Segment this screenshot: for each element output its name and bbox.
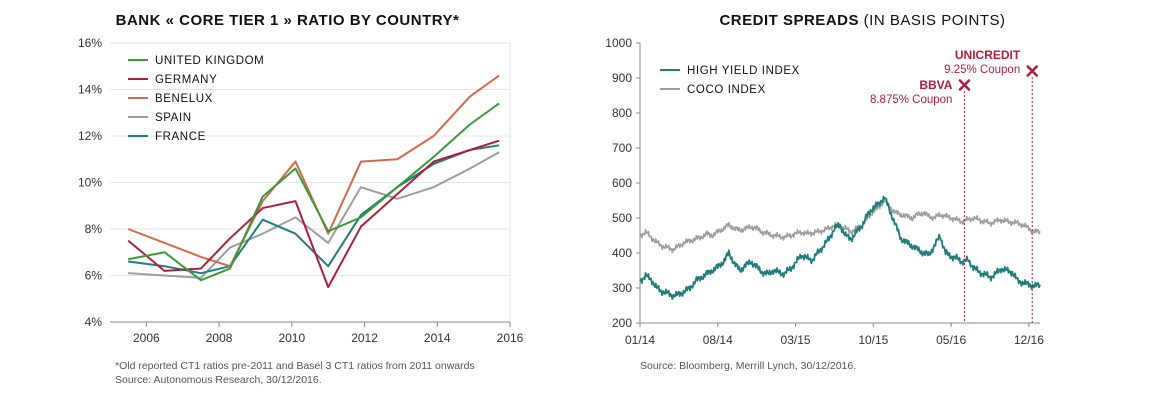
legend-label-high_yield: HIGH YIELD INDEX — [687, 65, 800, 77]
y-tick-label: 10% — [78, 176, 102, 190]
series-line-high-yield — [639, 195, 1041, 300]
x-tick-label: 2016 — [497, 331, 524, 345]
y-tick-label: 200 — [612, 316, 632, 330]
series-line-uk — [127, 102, 500, 282]
legend-label-france: FRANCE — [155, 131, 206, 143]
y-tick-label: 14% — [78, 83, 102, 97]
y-tick-label: 800 — [612, 106, 632, 120]
annotation-name-unicredit: UNICREDIT — [955, 48, 1021, 62]
x-tick-label: 03/15 — [781, 333, 811, 347]
right-chart-svg: 200 300 400 500 600 700 800 900 1000 01/14 08/14 03… — [605, 36, 1044, 347]
x-tick-label: 08/14 — [703, 333, 733, 347]
left-chart-title: BANK « CORE TIER 1 » RATIO BY COUNTRY* — [115, 12, 460, 29]
x-tick-label: 2010 — [278, 331, 305, 345]
left-chart-svg: 4% 6% 8% 10% 12% 14% 16% 2006 2008 2010 2012 2014 20… — [78, 36, 524, 345]
left-chart-panel: BANK « CORE TIER 1 » RATIO BY COUNTRY* 4… — [78, 12, 524, 386]
x-tick-label: 10/15 — [858, 333, 888, 347]
y-tick-label: 1000 — [605, 36, 632, 50]
x-tick-label: 2006 — [133, 331, 160, 345]
annotation-coupon-unicredit: 9.25% Coupon — [944, 64, 1020, 76]
annotation-marker-unicredit — [1026, 65, 1039, 77]
x-tick-label: 2008 — [206, 331, 233, 345]
y-tick-label: 500 — [612, 211, 632, 225]
left-footnote-1: *Old reported CT1 ratios pre-2011 and Ba… — [115, 360, 475, 372]
right-chart-title: CREDIT SPREADS (IN BASIS POINTS) — [575, 12, 1150, 29]
annotation-marker-bbva — [958, 79, 971, 91]
y-tick-label: 6% — [85, 269, 103, 283]
series-line-benelux — [127, 74, 500, 268]
series-line-germany — [127, 139, 500, 289]
y-tick-label: 300 — [612, 281, 632, 295]
legend-label-coco: COCO INDEX — [687, 84, 766, 96]
y-tick-label: 900 — [612, 71, 632, 85]
x-tick-label: 01/14 — [625, 333, 655, 347]
y-tick-label: 700 — [612, 141, 632, 155]
x-tick-label: 2014 — [424, 331, 451, 345]
right-chart-panel: CREDIT SPREADS (IN BASIS POINTS) 200 300 4… — [575, 0, 1150, 400]
annotation-coupon-bbva: 8.875% Coupon — [870, 94, 952, 106]
y-tick-label: 4% — [85, 315, 103, 329]
legend-label-uk: UNITED KINGDOM — [155, 55, 264, 67]
right-title-sub: (IN BASIS POINTS) — [863, 12, 1006, 29]
x-tick-label: 2012 — [351, 331, 378, 345]
right-footnote: Source: Bloomberg, Merrill Lynch, 30/12/… — [640, 360, 857, 372]
y-tick-label: 400 — [612, 246, 632, 260]
y-tick-label: 600 — [612, 176, 632, 190]
y-tick-label: 12% — [78, 129, 102, 143]
legend-label-benelux: BENELUX — [155, 93, 213, 105]
legend-label-germany: GERMANY — [155, 74, 217, 86]
y-tick-label: 8% — [85, 222, 103, 236]
x-tick-label: 05/16 — [936, 333, 966, 347]
annotation-name-bbva: BBVA — [919, 78, 952, 92]
x-tick-label: 12/16 — [1014, 333, 1044, 347]
series-line-spain — [128, 151, 500, 279]
series-line-france — [128, 144, 500, 275]
y-tick-label: 16% — [78, 36, 102, 50]
left-footnote-2: Source: Autonomous Research, 30/12/2016. — [115, 374, 322, 386]
legend-label-spain: SPAIN — [155, 112, 192, 124]
right-title-main: CREDIT SPREADS — [719, 12, 859, 29]
